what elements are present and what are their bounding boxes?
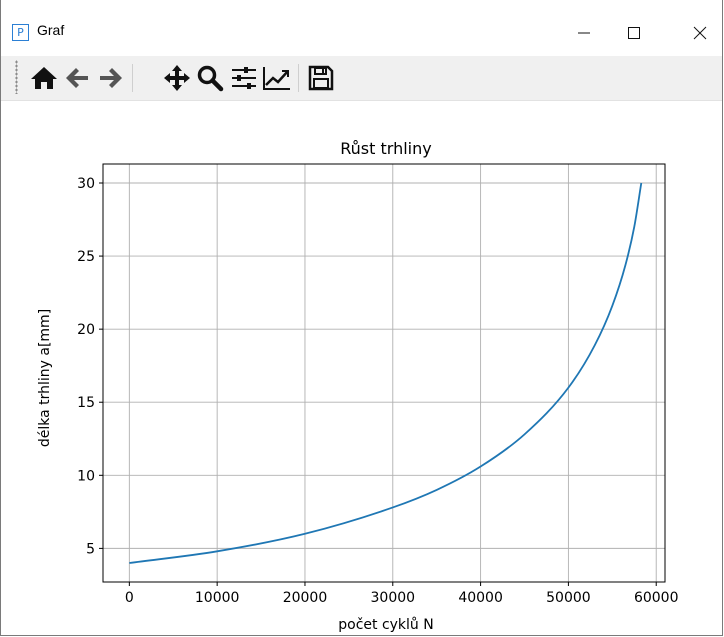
x-tick-label: 10000: [195, 590, 240, 606]
app-icon: P: [12, 24, 29, 41]
y-tick-label: 10: [77, 468, 95, 484]
floppy-disk-icon: [308, 65, 334, 91]
title-bar: P Graf: [1, 0, 722, 56]
configure-subplots-button[interactable]: [229, 63, 259, 93]
y-tick-label: 20: [77, 322, 95, 338]
pan-button[interactable]: [162, 63, 192, 93]
navigation-toolbar: [1, 56, 722, 101]
series-line: [129, 182, 643, 564]
x-tick-label: 50000: [546, 590, 591, 606]
x-tick-label: 30000: [371, 590, 416, 606]
save-button[interactable]: [306, 63, 336, 93]
sliders-icon: [232, 67, 256, 89]
maximize-button[interactable]: [611, 18, 657, 48]
x-tick-label: 40000: [458, 590, 503, 606]
x-tick-label: 20000: [283, 590, 328, 606]
toolbar-grip[interactable]: [15, 60, 18, 94]
arrow-left-icon: [66, 68, 88, 88]
zoom-button[interactable]: [195, 63, 225, 93]
edit-axis-button[interactable]: [262, 63, 292, 93]
y-axis-label: délka trhliny a[mm]: [37, 309, 53, 447]
home-icon: [31, 67, 57, 89]
line-chart-icon: [263, 67, 290, 90]
maximize-icon: [628, 27, 640, 39]
x-axis-label: počet cyklů N: [338, 617, 433, 633]
back-button[interactable]: [62, 63, 92, 93]
close-button[interactable]: [677, 18, 723, 48]
magnifier-icon: [197, 65, 224, 92]
forward-button[interactable]: [96, 63, 126, 93]
y-tick-label: 15: [77, 395, 95, 411]
arrow-right-icon: [100, 68, 122, 88]
y-tick-label: 30: [77, 176, 95, 192]
y-tick-label: 25: [77, 249, 95, 265]
axes-frame: [102, 163, 666, 583]
home-button[interactable]: [29, 63, 59, 93]
chart-title: Růst trhliny: [340, 139, 431, 158]
minimize-button[interactable]: [561, 18, 607, 48]
window-title: Graf: [37, 22, 65, 38]
x-tick-label: 0: [125, 590, 134, 606]
toolbar-separator: [298, 64, 299, 92]
move-icon: [164, 65, 190, 91]
toolbar-separator: [132, 64, 133, 92]
close-icon: [693, 26, 707, 40]
x-tick-label: 60000: [634, 590, 679, 606]
tick-labels: 0 10000 20000 30000 40000 50000 60000 5 10 15 20 25…: [77, 176, 678, 606]
y-tick-label: 5: [86, 541, 95, 557]
minimize-icon: [578, 32, 590, 34]
plot-canvas[interactable]: Růst trhliny 0 10000 20000 30000 40000 50000 6…: [1, 100, 723, 636]
grid-lines: [103, 164, 665, 582]
